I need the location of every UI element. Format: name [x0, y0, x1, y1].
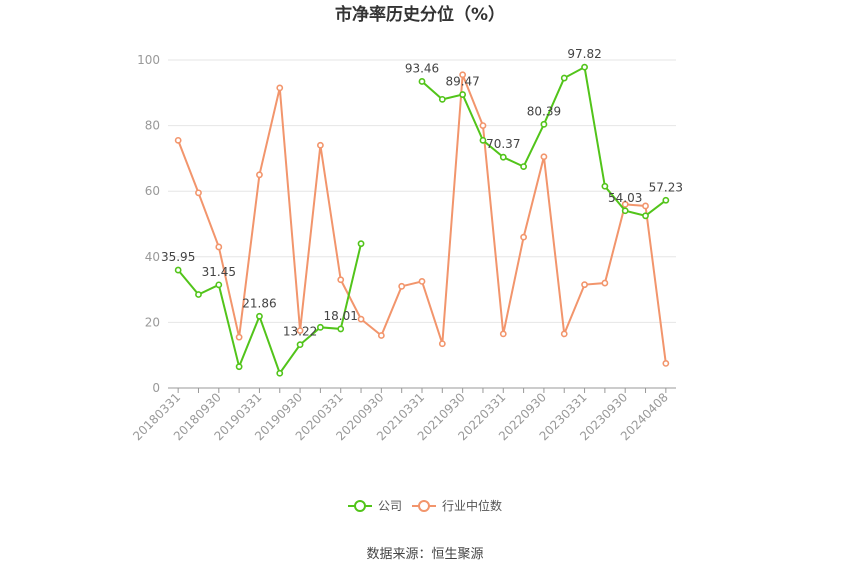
data-point[interactable] — [581, 63, 588, 71]
data-point[interactable] — [662, 359, 670, 367]
data-point[interactable] — [418, 277, 426, 285]
legend-item-company[interactable]: 公司 — [348, 499, 402, 513]
data-point[interactable] — [256, 171, 263, 179]
data-point[interactable] — [195, 291, 202, 298]
data-point[interactable] — [235, 333, 243, 341]
data-point[interactable] — [479, 136, 487, 144]
data-label: 54.03 — [608, 191, 642, 205]
data-label: 13.22 — [283, 325, 317, 339]
legend-item-industry-median[interactable]: 行业中位数 — [412, 498, 502, 513]
legend-company-label: 公司 — [378, 499, 402, 513]
legend[interactable]: 公司 行业中位数 — [348, 498, 502, 513]
data-point[interactable] — [174, 266, 182, 274]
data-point[interactable] — [418, 78, 426, 85]
data-point[interactable] — [581, 281, 588, 289]
data-label: 70.37 — [486, 137, 520, 151]
series-company — [174, 63, 670, 377]
legend-industry-marker-icon — [418, 500, 430, 512]
data-label: 31.45 — [202, 265, 236, 279]
data-point[interactable] — [459, 71, 467, 79]
data-point[interactable] — [195, 189, 202, 197]
y-tick-label: 60 — [145, 184, 160, 198]
data-point[interactable] — [174, 136, 182, 144]
series-industry-median — [174, 71, 670, 367]
source-note: 数据来源：恒生聚源 — [366, 547, 483, 562]
legend-company-marker-icon — [354, 500, 366, 512]
data-label: 57.23 — [649, 180, 683, 194]
data-label: 21.86 — [242, 296, 276, 310]
data-label: 80.39 — [527, 104, 561, 118]
data-point[interactable] — [499, 330, 507, 338]
y-tick-label: 0 — [152, 381, 160, 395]
data-point[interactable] — [601, 182, 609, 190]
data-point[interactable] — [479, 122, 487, 129]
data-point[interactable] — [276, 369, 284, 377]
legend-industry-label: 行业中位数 — [442, 498, 502, 513]
data-point[interactable] — [337, 325, 345, 333]
plot-area — [174, 63, 670, 377]
data-point[interactable] — [398, 282, 406, 290]
data-point[interactable] — [459, 91, 467, 98]
y-tick-label: 40 — [145, 250, 160, 264]
data-label: 89.47 — [445, 75, 479, 89]
data-point[interactable] — [438, 95, 446, 103]
data-point[interactable] — [520, 163, 527, 170]
data-point[interactable] — [499, 153, 507, 161]
data-labels: 35.95 31.45 21.86 13.22 18.01 93.46 89.47 70.37… — [161, 47, 683, 338]
data-point[interactable] — [296, 341, 304, 349]
data-label: 35.95 — [161, 250, 195, 264]
data-label: 93.46 — [405, 61, 439, 75]
data-point[interactable] — [316, 323, 324, 331]
data-point[interactable] — [357, 315, 365, 323]
data-point[interactable] — [377, 332, 385, 339]
data-point[interactable] — [621, 207, 629, 215]
series-line — [177, 243, 363, 376]
axes: 0204060801002018033120180930201903312019… — [130, 53, 676, 443]
data-point[interactable] — [256, 312, 263, 320]
data-point[interactable] — [540, 120, 548, 128]
y-tick-label: 20 — [145, 315, 160, 329]
data-point[interactable] — [337, 276, 345, 284]
grid — [168, 59, 676, 323]
data-point[interactable] — [560, 330, 568, 338]
data-point[interactable] — [235, 363, 243, 371]
data-point[interactable] — [642, 202, 649, 210]
data-point[interactable] — [601, 279, 609, 287]
data-point[interactable] — [276, 84, 284, 92]
data-point[interactable] — [520, 233, 527, 241]
data-point[interactable] — [438, 340, 446, 348]
data-point[interactable] — [215, 243, 223, 251]
y-tick-label: 80 — [145, 119, 160, 133]
data-label: 18.01 — [324, 309, 358, 323]
data-point[interactable] — [215, 281, 223, 289]
chart-title: 市净率历史分位（%） — [335, 4, 505, 25]
data-point[interactable] — [560, 74, 568, 82]
data-point[interactable] — [621, 200, 629, 208]
data-point[interactable] — [357, 240, 365, 248]
data-point[interactable] — [296, 327, 304, 334]
y-tick-label: 100 — [137, 53, 160, 67]
data-point[interactable] — [662, 196, 670, 204]
data-point[interactable] — [316, 141, 324, 149]
data-point[interactable] — [642, 212, 649, 220]
data-label: 97.82 — [567, 47, 601, 61]
data-point[interactable] — [540, 153, 548, 161]
